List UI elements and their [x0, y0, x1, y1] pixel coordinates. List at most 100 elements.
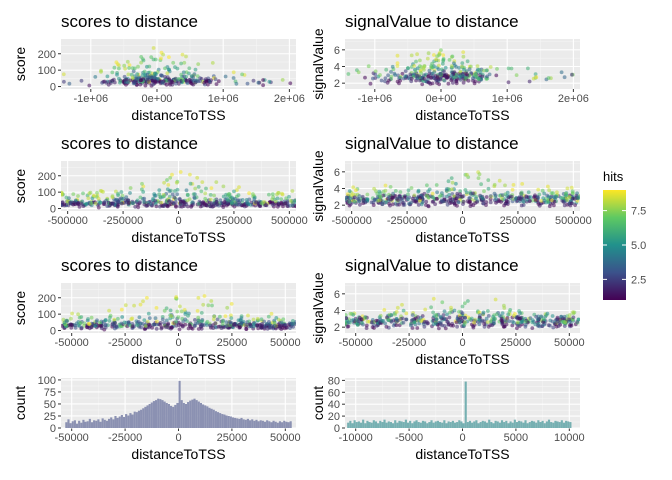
scatter-point [513, 197, 518, 202]
scatter-point [429, 305, 433, 310]
scatter-point [166, 183, 171, 187]
scatter-point [267, 320, 271, 324]
scatter-point [222, 200, 227, 205]
scatter-point [184, 54, 188, 59]
scatter-point [416, 203, 421, 207]
histogram-bar [281, 422, 284, 428]
y-tick-label: 200 [38, 171, 56, 183]
scatter-point [439, 315, 443, 319]
scatter-point [409, 76, 414, 81]
y-tick-label: 2 [334, 200, 340, 212]
scatter-point [135, 322, 139, 327]
scatter-point [389, 197, 393, 202]
scatter-point [93, 75, 98, 79]
scatter-point [124, 198, 128, 203]
histogram-bar [184, 403, 188, 428]
scatter-point [546, 323, 551, 328]
scatter-point [142, 327, 147, 331]
histogram-bar [400, 421, 403, 428]
scatter-point [403, 69, 408, 73]
histogram-bar [202, 404, 205, 428]
scatter-point [492, 182, 497, 187]
histogram-bar [533, 421, 536, 428]
scatter-point [178, 170, 183, 174]
scatter-point [107, 308, 111, 313]
scatter-point [465, 172, 469, 177]
histogram-bar [426, 423, 429, 428]
scatter-point [124, 77, 129, 82]
scatter-point [500, 322, 505, 327]
scatter-point [112, 317, 117, 322]
scatter-point [484, 195, 489, 199]
scatter-point [465, 199, 470, 204]
scatter-point [185, 198, 190, 203]
scatter-point [407, 195, 412, 200]
histogram-bar [150, 402, 153, 428]
scatter-point [62, 202, 67, 207]
scatter-point [278, 324, 283, 329]
scatter-point [196, 296, 201, 300]
scatter-point [412, 193, 417, 198]
x-tick-label: 25000 [217, 337, 248, 349]
scatter-point [559, 70, 564, 75]
scatter-point [448, 195, 452, 200]
scatter-point [89, 315, 94, 320]
legend-title: hits [603, 169, 624, 184]
scatter-point [415, 76, 420, 81]
scatter-point [95, 318, 99, 323]
x-tick-label: 1e+06 [492, 93, 523, 105]
histogram-bar [253, 420, 256, 428]
scatter-point [431, 296, 436, 301]
scatter-point [283, 326, 287, 331]
x-tick-label: -50000 [55, 337, 89, 349]
scatter-point [494, 197, 499, 201]
scatter-point [161, 52, 166, 57]
scatter-point [212, 314, 217, 319]
scatter-point [488, 200, 493, 205]
scatter-point [280, 191, 284, 196]
scatter-point [486, 186, 491, 191]
scatter-point [174, 81, 178, 86]
scatter-point [356, 319, 361, 323]
scatter-point [234, 202, 238, 207]
scatter-point [423, 307, 428, 312]
histogram-bar [214, 411, 217, 428]
histogram-bar [394, 420, 397, 428]
scatter-point [384, 324, 389, 329]
histogram-bar [488, 419, 491, 428]
scatter-point [61, 191, 64, 195]
scatter-point [534, 314, 539, 319]
histogram-bar [268, 421, 271, 428]
scatter-point [346, 72, 351, 76]
scatter-point [511, 313, 516, 318]
scatter-point [123, 66, 127, 71]
scatter-point [267, 79, 272, 84]
histogram-bar [236, 418, 239, 428]
scatter-point [369, 200, 374, 205]
histogram-bar [483, 421, 486, 428]
scatter-point [451, 76, 456, 80]
x-axis-label: distanceToTSS [415, 107, 509, 123]
scatter-point [437, 63, 441, 68]
histogram-bar [411, 423, 414, 428]
scatter-point [565, 198, 570, 202]
scatter-point [442, 78, 447, 83]
scatter-point [166, 321, 171, 326]
marks [346, 48, 575, 87]
histogram-bar [419, 422, 422, 428]
scatter-point [212, 193, 217, 198]
x-axis-label: distanceToTSS [131, 229, 225, 245]
scatter-point [230, 200, 234, 205]
panel-title: scores to distance [61, 134, 198, 153]
scatter-point [104, 80, 109, 85]
panel-3: -500000 -250000 0 250000 5000000100200scores… [12, 134, 308, 245]
scatter-point [139, 325, 144, 330]
scatter-point [414, 59, 418, 64]
scatter-point [410, 313, 415, 317]
scatter-point [363, 75, 367, 80]
panel-title: signalValue to distance [345, 134, 519, 153]
scatter-point [284, 196, 289, 201]
scatter-point [373, 72, 378, 77]
scatter-point [441, 53, 446, 57]
histogram-bar [462, 423, 465, 428]
